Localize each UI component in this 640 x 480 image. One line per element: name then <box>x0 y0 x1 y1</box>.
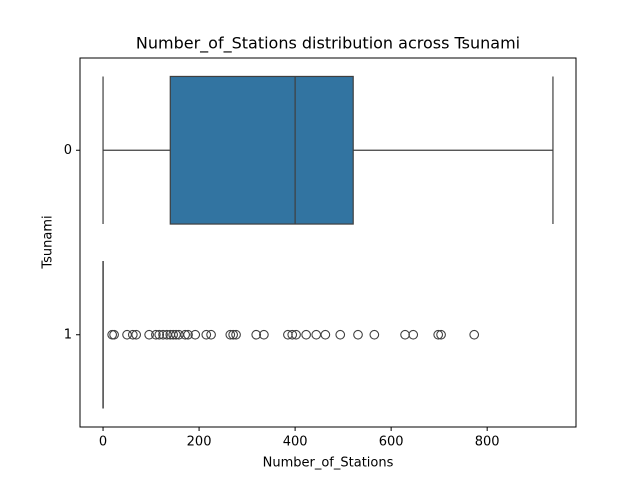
outlier <box>291 329 301 340</box>
outlier <box>225 329 236 340</box>
outlier <box>228 329 239 340</box>
x-tick-label: 400 <box>283 435 308 450</box>
outlier <box>180 329 191 340</box>
outlier <box>109 329 119 340</box>
outlier <box>206 329 216 340</box>
outlier <box>168 329 179 340</box>
x-tick-label: 0 <box>99 435 107 450</box>
outlier <box>469 329 480 340</box>
outlier <box>131 329 142 340</box>
outlier <box>107 329 118 340</box>
outlier <box>433 329 444 340</box>
outlier <box>154 329 165 340</box>
outlier <box>287 329 298 340</box>
chart-title: Number_of_Stations distribution across T… <box>136 34 520 54</box>
x-axis-label: Number_of_Stations <box>263 456 394 471</box>
outlier <box>151 329 161 340</box>
outlier <box>369 329 380 340</box>
outlier <box>144 329 154 340</box>
outlier <box>353 329 363 340</box>
outlier <box>400 329 410 340</box>
x-tick-label: 600 <box>379 435 404 450</box>
outlier <box>231 329 241 340</box>
x-tick-label: 800 <box>475 435 500 450</box>
outlier <box>190 329 201 340</box>
outlier <box>301 329 312 340</box>
y-tick-label: 0 <box>64 143 72 158</box>
y-axis-label: Tsunami <box>41 215 56 269</box>
outlier <box>408 329 419 340</box>
outlier <box>320 329 331 340</box>
y-tick-label: 1 <box>64 327 72 342</box>
outlier <box>158 329 168 340</box>
plot-frame <box>79 57 577 428</box>
outlier <box>201 329 212 340</box>
outlier <box>335 329 346 340</box>
outlier <box>436 329 446 340</box>
outlier <box>127 329 138 340</box>
box <box>169 75 354 225</box>
x-tick-label: 200 <box>187 435 212 450</box>
outlier <box>183 329 193 340</box>
outlier <box>259 329 269 340</box>
outlier <box>251 329 262 340</box>
outlier <box>311 329 322 340</box>
